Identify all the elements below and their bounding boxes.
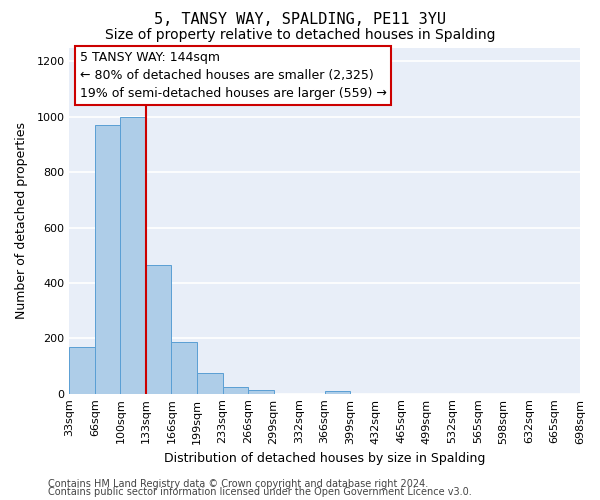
Bar <box>121 116 146 394</box>
Text: 5, TANSY WAY, SPALDING, PE11 3YU: 5, TANSY WAY, SPALDING, PE11 3YU <box>154 12 446 28</box>
Bar <box>70 346 95 394</box>
Bar <box>172 342 197 394</box>
Y-axis label: Number of detached properties: Number of detached properties <box>15 122 28 319</box>
Text: 5 TANSY WAY: 144sqm
← 80% of detached houses are smaller (2,325)
19% of semi-det: 5 TANSY WAY: 144sqm ← 80% of detached ho… <box>80 51 386 100</box>
X-axis label: Distribution of detached houses by size in Spalding: Distribution of detached houses by size … <box>164 452 485 465</box>
Bar <box>146 265 172 394</box>
Text: Contains HM Land Registry data © Crown copyright and database right 2024.: Contains HM Land Registry data © Crown c… <box>48 479 428 489</box>
Text: Contains public sector information licensed under the Open Government Licence v3: Contains public sector information licen… <box>48 487 472 497</box>
Bar <box>197 373 223 394</box>
Bar <box>248 390 274 394</box>
Bar <box>95 125 121 394</box>
Bar <box>223 387 248 394</box>
Bar <box>325 391 350 394</box>
Text: Size of property relative to detached houses in Spalding: Size of property relative to detached ho… <box>105 28 495 42</box>
